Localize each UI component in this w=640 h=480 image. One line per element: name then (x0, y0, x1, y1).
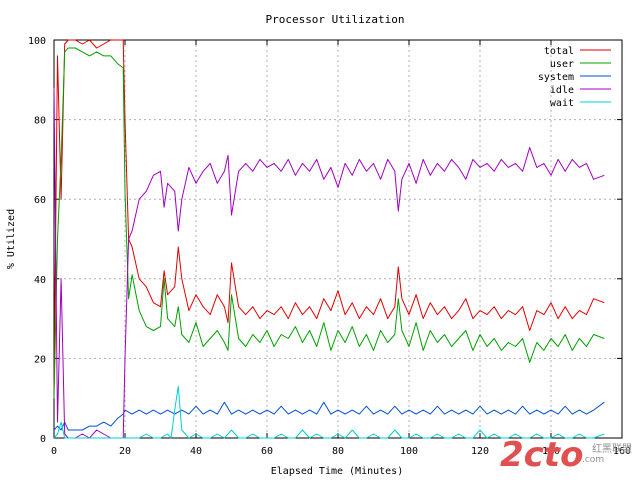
series-line-system (53, 401, 605, 431)
x-axis-label: Elapsed Time (Minutes) (271, 466, 403, 477)
y-tick-label: 40 (34, 275, 46, 286)
watermark-logo: 2cto (500, 435, 583, 475)
y-tick-label: 20 (34, 354, 46, 365)
x-tick-label: 80 (332, 446, 344, 457)
y-axis-label: % Utilized (6, 209, 17, 269)
legend-label-idle: idle (550, 85, 574, 96)
axis-tick-labels: 0 20 40 60 80 100 120 140 160 0 20 40 60 80 100 (28, 36, 631, 457)
y-tick-label: 0 (40, 434, 46, 445)
series-line-user (53, 47, 605, 399)
series-line-idle (53, 87, 605, 439)
y-tick-label: 60 (34, 195, 46, 206)
series-lines (53, 39, 605, 439)
x-tick-label: 160 (613, 446, 631, 457)
legend-label-wait: wait (550, 98, 574, 109)
x-tick-label: 120 (471, 446, 489, 457)
watermark-caption: 红黑联盟 (592, 442, 632, 455)
chart-title: Processor Utilization (265, 13, 404, 26)
x-tick-label: 20 (119, 446, 131, 457)
series-line-wait (53, 385, 605, 439)
x-tick-label: 100 (400, 446, 418, 457)
series-line-total (53, 39, 605, 391)
y-tick-label: 80 (34, 116, 46, 127)
legend-label-user: user (550, 59, 574, 70)
legend-label-system: system (538, 72, 574, 83)
watermark-logo-suffix: .com (582, 455, 604, 465)
site-watermark: 2cto .com 红黑联盟 (500, 435, 632, 475)
x-tick-label: 0 (51, 446, 57, 457)
x-tick-label: 140 (542, 446, 560, 457)
y-tick-label: 100 (28, 36, 46, 47)
legend-label-total: total (544, 46, 574, 57)
chart-legend: total user system idle wait (538, 46, 611, 109)
x-tick-label: 60 (261, 446, 273, 457)
x-tick-label: 40 (190, 446, 202, 457)
